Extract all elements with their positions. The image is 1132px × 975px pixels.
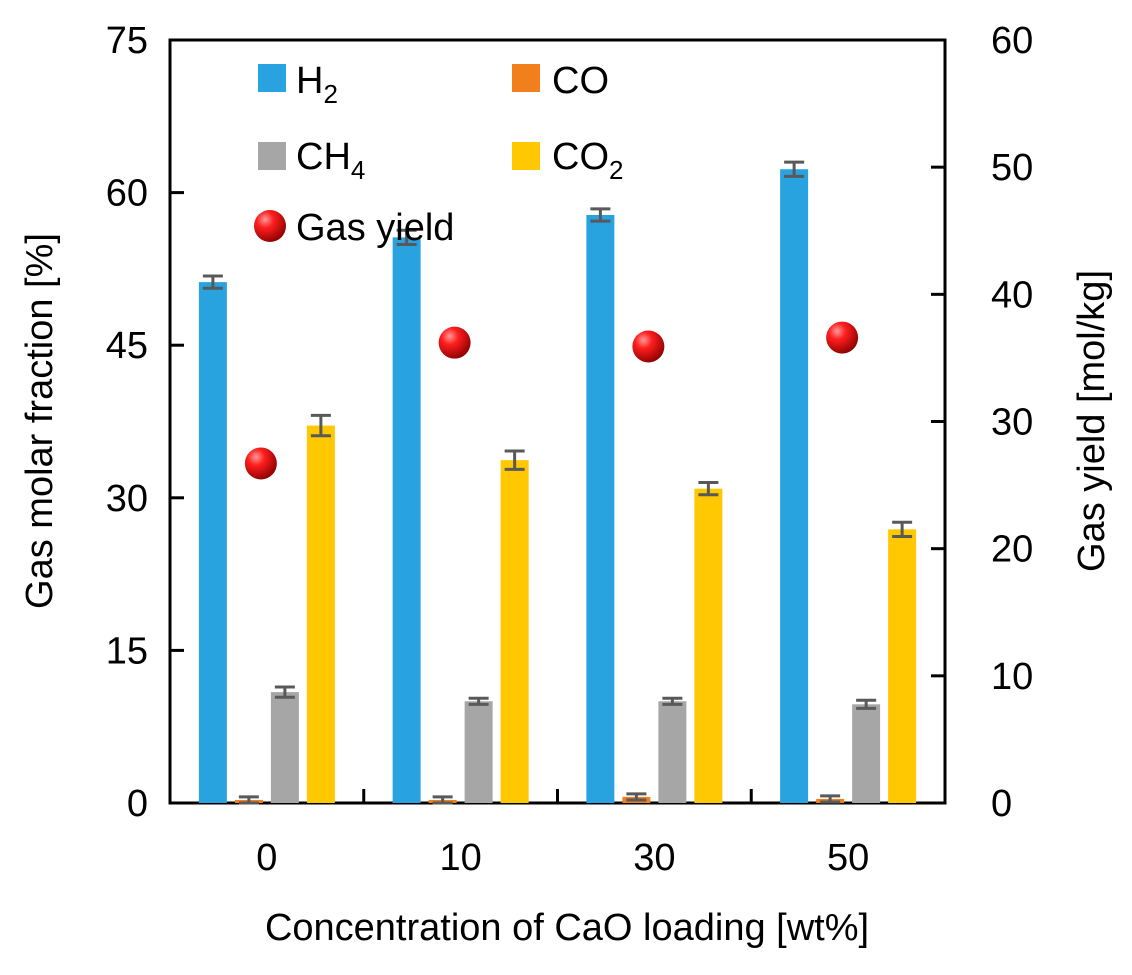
left-y-axis: 0 15 30 45 60 75 <box>106 20 184 825</box>
error-bar-co2-10 <box>504 449 525 471</box>
y2-tick-label: 50 <box>991 147 1033 189</box>
y-tick-label: 0 <box>127 783 148 825</box>
legend-label-co: CO <box>552 60 609 102</box>
error-bar-co2-0 <box>310 413 331 438</box>
bar-co2-30 <box>694 488 723 803</box>
x-tick-label: 30 <box>633 837 675 879</box>
y2-tick-label: 20 <box>991 529 1033 571</box>
error-bar-co2-30 <box>698 481 719 497</box>
y2-tick-label: 10 <box>991 656 1033 698</box>
bar-marks <box>198 160 917 805</box>
y-tick-label: 30 <box>106 478 148 520</box>
y-tick-label: 15 <box>106 630 148 672</box>
bar-co2-50 <box>888 529 917 803</box>
y-axis-title: Gas molar fraction [%] <box>19 233 61 609</box>
legend-label-gas-yield: Gas yield <box>296 207 454 249</box>
legend-label-ch4: CH4 <box>296 136 365 185</box>
legend-marker-gas-yield <box>254 210 286 242</box>
gas-yield-point-0 <box>244 447 277 480</box>
bar-ch4-10 <box>464 701 493 803</box>
x-axis: 0 10 30 50 <box>256 789 869 879</box>
bar-h2-10 <box>392 237 421 803</box>
x-axis-title: Concentration of CaO loading [wt%] <box>265 907 869 949</box>
x-tick-label: 50 <box>827 837 869 879</box>
y-tick-label: 45 <box>106 325 148 367</box>
error-bar-co-50 <box>820 794 841 804</box>
y2-tick-label: 60 <box>991 20 1033 62</box>
error-bar-ch4-30 <box>662 696 683 706</box>
legend-label-h2: H2 <box>296 60 338 109</box>
gas-yield-point-30 <box>632 330 665 363</box>
x-tick-label: 10 <box>439 837 481 879</box>
y2-tick-label: 30 <box>991 402 1033 444</box>
bar-ch4-50 <box>852 704 881 803</box>
y2-tick-label: 0 <box>991 783 1012 825</box>
bar-co2-0 <box>306 425 335 803</box>
error-bar-ch4-50 <box>856 698 877 710</box>
y2-axis-title: Gas yield [mol/kg] <box>1071 270 1113 572</box>
error-bar-co-10 <box>432 795 453 805</box>
legend-swatch-co <box>512 64 540 92</box>
legend-label-co2: CO2 <box>552 136 623 185</box>
error-bar-h2-0 <box>202 274 223 290</box>
y-tick-label: 75 <box>106 20 148 62</box>
legend-swatch-co2 <box>512 142 540 170</box>
bar-h2-30 <box>586 214 615 804</box>
x-tick-label: 0 <box>256 837 277 879</box>
gas-yield-point-50 <box>826 321 859 354</box>
bar-ch4-0 <box>270 692 299 803</box>
bar-ch4-30 <box>658 701 687 803</box>
error-bar-h2-10 <box>396 228 417 246</box>
y2-tick-label: 40 <box>991 274 1033 316</box>
gas-yield-points <box>244 321 859 480</box>
error-bar-co-30 <box>626 792 647 802</box>
legend-swatch-h2 <box>258 64 286 92</box>
error-bar-co2-50 <box>892 520 913 538</box>
right-y-axis: 0 10 20 30 40 50 60 <box>931 20 1033 825</box>
error-bar-h2-30 <box>590 207 611 223</box>
error-bar-h2-50 <box>784 160 805 178</box>
gas-yield-point-10 <box>438 326 471 359</box>
bar-h2-0 <box>198 282 227 803</box>
legend-swatch-ch4 <box>258 142 286 170</box>
legend: H2 CO CH4 CO2 Gas yield <box>254 60 623 249</box>
error-bar-ch4-10 <box>468 696 489 706</box>
error-bar-co-0 <box>238 795 259 805</box>
bar-co2-10 <box>500 460 529 803</box>
error-bar-ch4-0 <box>274 685 295 699</box>
bar-h2-50 <box>780 169 809 803</box>
y-tick-label: 60 <box>106 173 148 215</box>
